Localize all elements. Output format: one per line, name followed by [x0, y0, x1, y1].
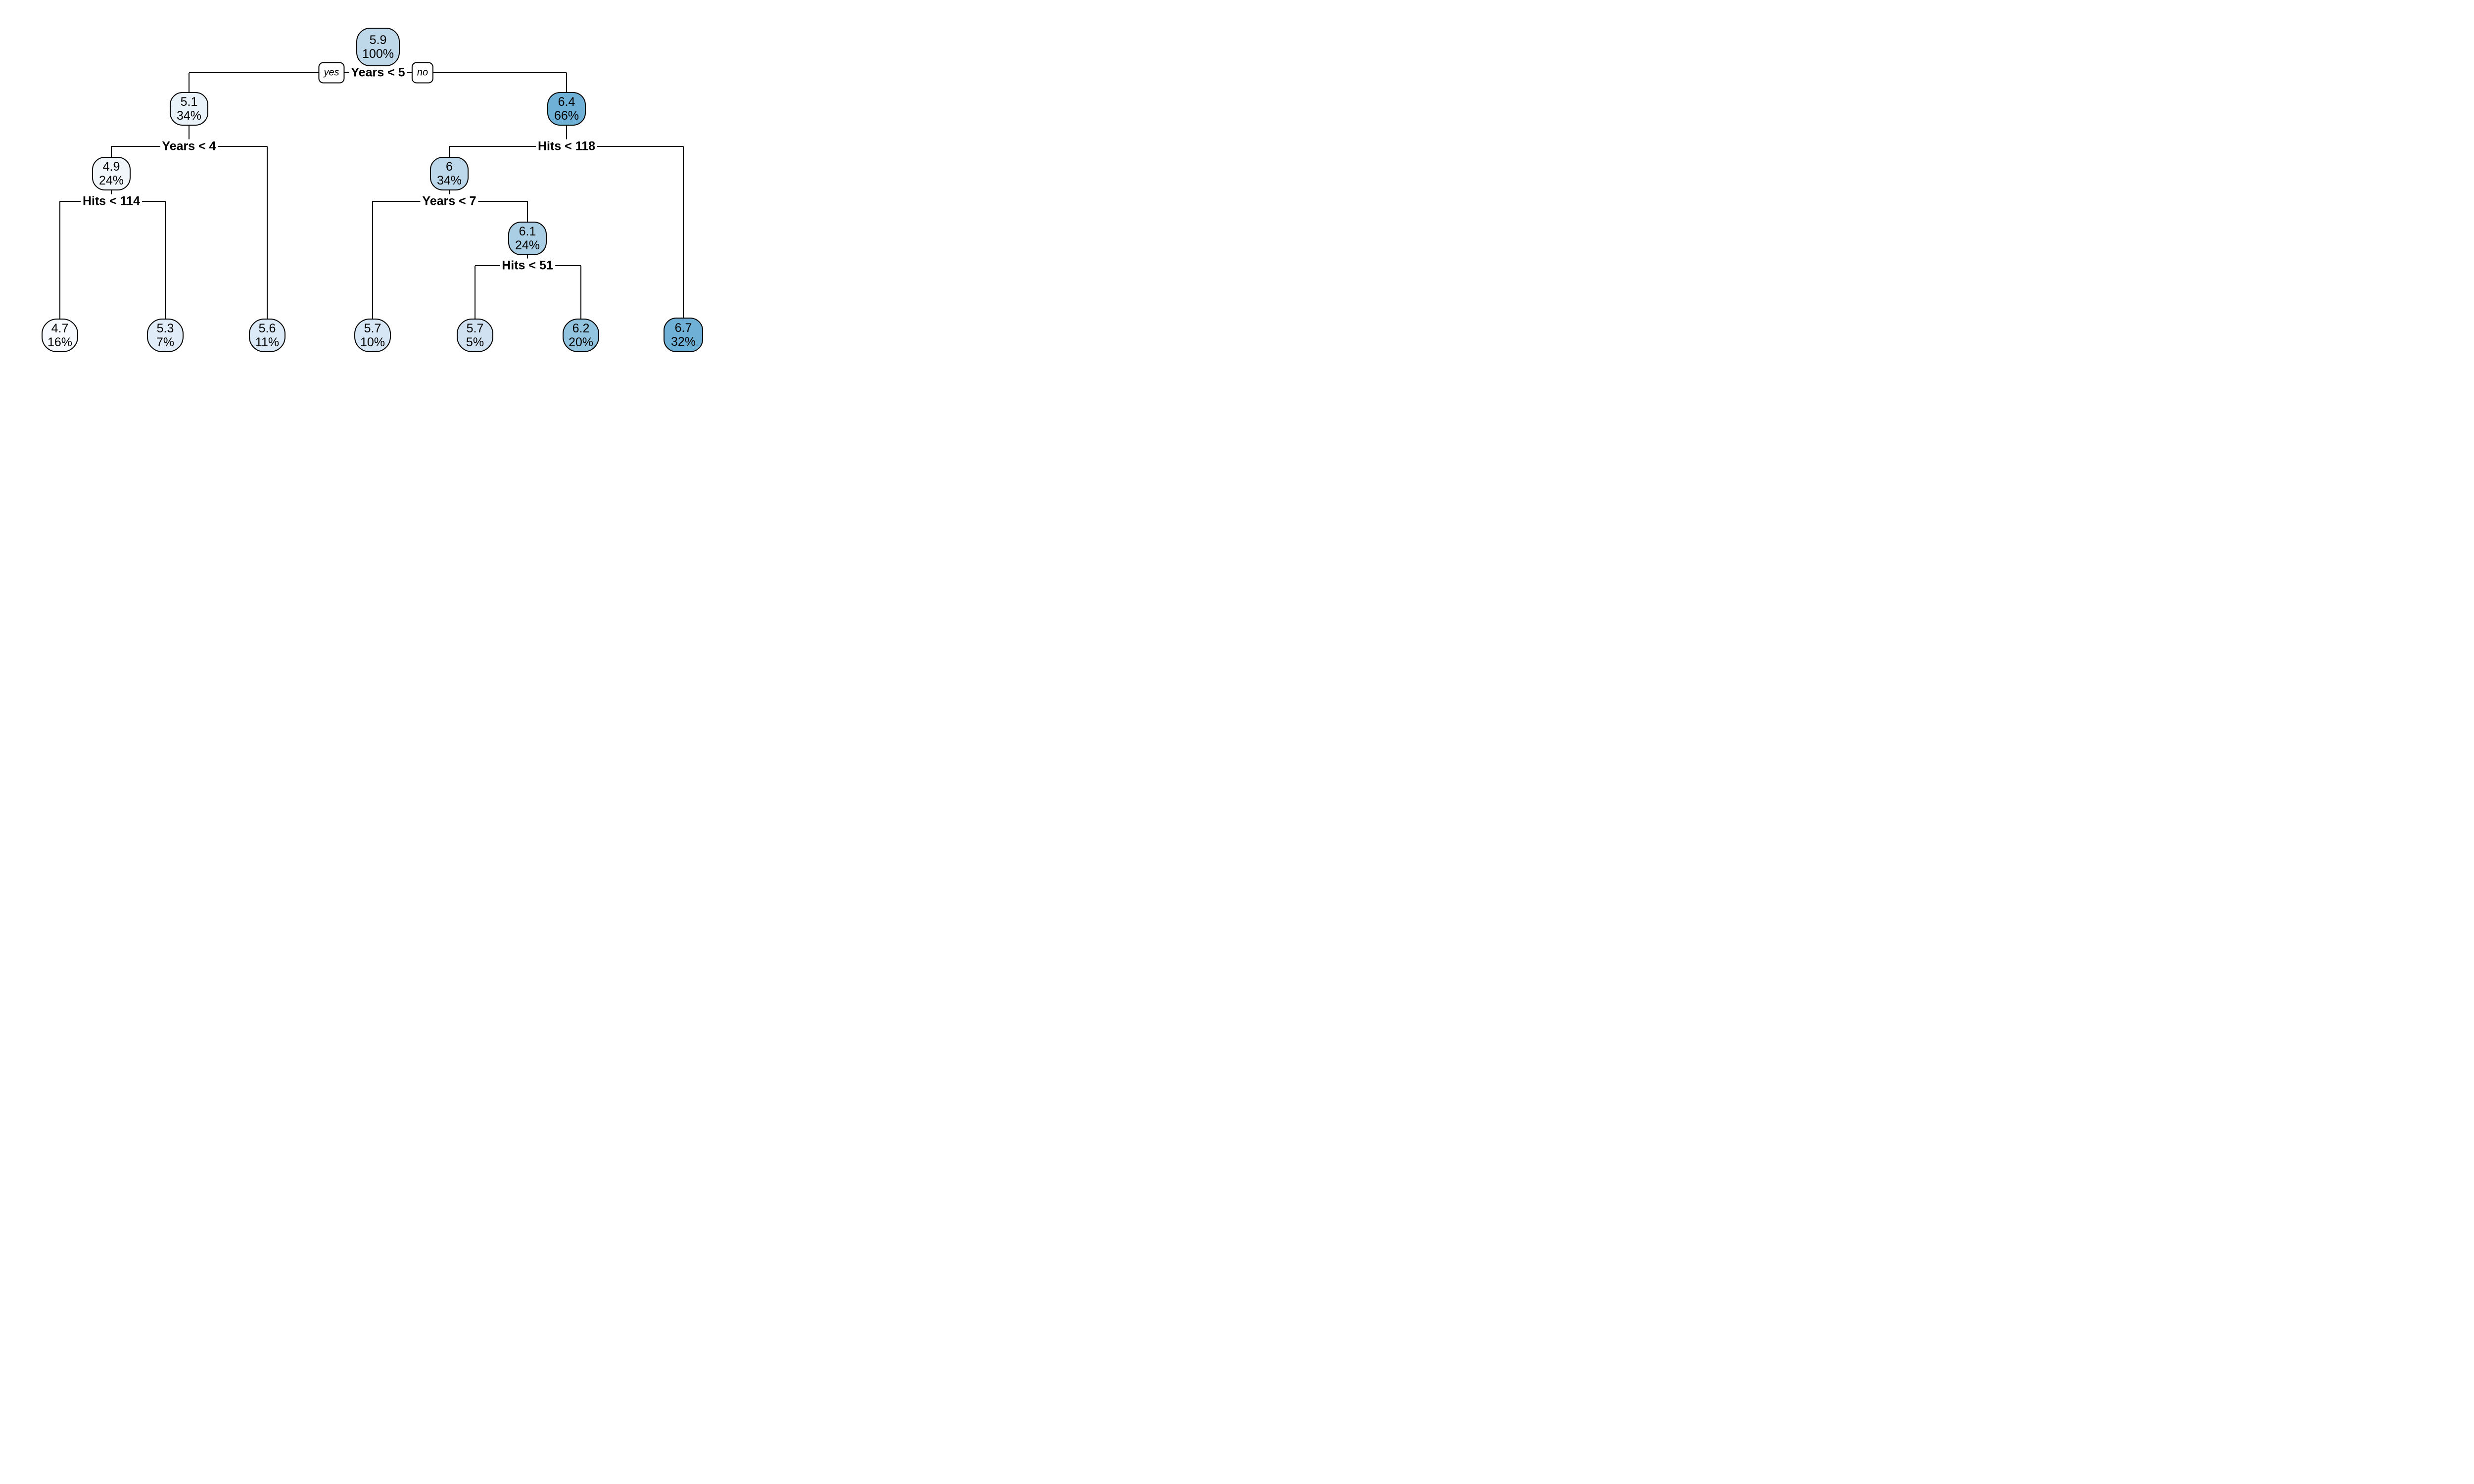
tree-node-5.9-100%: 5.9 100%: [356, 28, 400, 66]
node-percent: 11%: [255, 335, 280, 349]
node-fitted-value: 6.4: [558, 94, 575, 109]
node-percent: 7%: [156, 335, 175, 349]
node-percent: 24%: [515, 238, 540, 252]
node-percent: 20%: [568, 335, 594, 349]
node-fitted-value: 6.7: [674, 321, 692, 335]
tree-node-6.2-20%: 6.2 20%: [563, 319, 599, 352]
node-percent: 100%: [362, 47, 394, 61]
split-condition-label: Hits < 118: [535, 139, 598, 154]
node-fitted-value: 6.1: [519, 224, 536, 238]
tree-node-5.3-7%: 5.3 7%: [147, 319, 184, 352]
tree-node-4.9-24%: 4.9 24%: [92, 157, 131, 190]
yes-branch-label: yes: [318, 62, 345, 84]
no-branch-label: no: [411, 62, 434, 84]
branch-to-n64: [566, 73, 567, 92]
node-percent: 10%: [360, 335, 385, 349]
split-condition-label: Hits < 51: [500, 258, 555, 273]
node-fitted-value: 5.9: [369, 33, 387, 47]
tree-node-5.1-34%: 5.1 34%: [170, 92, 208, 126]
split-condition-label: Years < 7: [420, 194, 478, 209]
branch-to-l56: [267, 146, 268, 319]
node-fitted-value: 5.7: [364, 321, 381, 335]
branch-to-l62: [580, 266, 581, 319]
branch-from-n64: [566, 126, 567, 146]
node-percent: 32%: [670, 335, 696, 349]
tree-node-5.6-11%: 5.6 11%: [249, 319, 285, 352]
split-condition-label: Years < 4: [160, 139, 218, 154]
node-fitted-value: 5.3: [156, 321, 174, 335]
tree-node-6.1-24%: 6.1 24%: [508, 222, 547, 255]
decision-tree-plot: Years < 5 yes no Years < 4 Hits < 118 Hits < …: [0, 0, 742, 371]
branch-from-n51: [189, 126, 190, 146]
node-fitted-value: 5.7: [466, 321, 484, 335]
split-condition-label: Hits < 114: [80, 194, 143, 209]
node-fitted-value: 5.6: [258, 321, 276, 335]
branch-to-l57a: [372, 201, 373, 319]
tree-node-4.7-16%: 4.7 16%: [42, 319, 78, 352]
node-percent: 16%: [47, 335, 73, 349]
split-condition-label: Years < 5: [349, 65, 407, 80]
tree-node-5.7-5%: 5.7 5%: [457, 319, 493, 352]
node-fitted-value: 4.9: [102, 159, 120, 174]
node-percent: 24%: [98, 174, 124, 187]
branch-to-l67: [683, 146, 684, 318]
node-fitted-value: 6.2: [572, 321, 590, 335]
branch-to-n49: [111, 146, 112, 157]
tree-node-6-34%: 6 34%: [430, 157, 469, 190]
tree-node-6.4-66%: 6.4 66%: [547, 92, 586, 126]
branch-to-l57b: [475, 266, 476, 319]
node-percent: 34%: [176, 109, 202, 123]
node-percent: 34%: [436, 174, 462, 187]
node-percent: 66%: [554, 109, 579, 123]
node-percent: 5%: [466, 335, 484, 349]
branch-to-l53: [165, 201, 166, 319]
branch-to-n61: [527, 201, 528, 222]
node-fitted-value: 6: [446, 159, 453, 174]
branch-to-n51: [189, 73, 190, 92]
tree-node-6.7-32%: 6.7 32%: [664, 318, 703, 352]
node-fitted-value: 5.1: [180, 94, 198, 109]
tree-node-5.7-10%: 5.7 10%: [354, 319, 391, 352]
branch-to-l47: [59, 201, 60, 319]
branch-to-n6: [449, 146, 450, 157]
node-fitted-value: 4.7: [51, 321, 69, 335]
